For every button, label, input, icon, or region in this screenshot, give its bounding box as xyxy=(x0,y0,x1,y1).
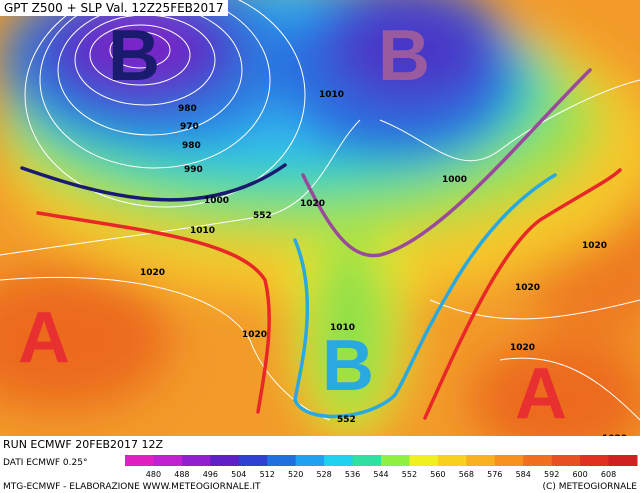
colorbar-swatch xyxy=(580,455,610,466)
colorbar-swatch xyxy=(437,455,467,466)
colorbar-swatch xyxy=(352,455,382,466)
trough-lines xyxy=(20,68,622,420)
isobar-label: 1010 xyxy=(330,323,355,333)
colorbar-label: 568 xyxy=(459,470,474,479)
run-label: RUN ECMWF 20FEB2017 12Z xyxy=(3,438,164,451)
colorbar-swatch xyxy=(409,455,439,466)
colorbar-swatch xyxy=(523,455,553,466)
colorbar-label: 512 xyxy=(260,470,275,479)
colorbar-label: 592 xyxy=(544,470,559,479)
colorbar-swatch xyxy=(181,455,211,466)
colorbar-label: 528 xyxy=(316,470,331,479)
isobar-label: 980 xyxy=(178,104,197,114)
isobar-label: 1020 xyxy=(510,343,535,353)
isobar-label: 1020 xyxy=(300,199,325,209)
colorbar-label: 584 xyxy=(516,470,531,479)
pressure-system: B xyxy=(108,16,160,96)
colorbar-label: 536 xyxy=(345,470,360,479)
colorbar-label: 480 xyxy=(146,470,161,479)
colorbar-swatch xyxy=(381,455,410,466)
isobar-label: 1020 xyxy=(242,330,267,340)
colorbar: 480 488 496 504 512 520 528 536 544 552 560 568 576 5… xyxy=(125,455,638,479)
colorbar-label: 576 xyxy=(487,470,502,479)
map-area: B B B A A 980 970 980 990 1000 1010 1010… xyxy=(0,0,640,444)
colorbar-swatch xyxy=(238,455,268,466)
copyright: (C) METEOGIORNALE xyxy=(543,482,638,492)
colorbar-swatch xyxy=(324,455,354,466)
colorbar-swatch xyxy=(466,455,496,466)
colorbar-swatch xyxy=(608,455,638,466)
colorbar-label: 496 xyxy=(203,470,218,479)
colorbar-label: 520 xyxy=(288,470,303,479)
colorbar-swatch xyxy=(210,455,240,466)
map-title: GPT Z500 + SLP Val. 12Z25FEB2017 xyxy=(4,1,223,15)
isobar-label: 970 xyxy=(180,122,199,132)
isobar-label: 1000 xyxy=(442,175,467,185)
colorbar-swatch xyxy=(494,455,524,466)
height-label: 552 xyxy=(253,211,272,221)
colorbar-swatch xyxy=(295,455,325,466)
isobar-label: 1020 xyxy=(602,434,627,444)
credits: MTG-ECMWF - ELABORAZIONE WWW.METEOGIORNA… xyxy=(3,482,261,492)
colorbar-swatch xyxy=(125,455,154,466)
isobar-label: 1010 xyxy=(190,226,215,236)
isobar-label: 1020 xyxy=(582,241,607,251)
pressure-system: A xyxy=(18,298,70,378)
colorbar-label: 608 xyxy=(601,470,616,479)
isobar-label: 980 xyxy=(182,141,201,151)
colorbar-swatch xyxy=(153,455,183,466)
pressure-system: B xyxy=(378,16,430,96)
colorbar-label: 544 xyxy=(373,470,388,479)
colorbar-label: 488 xyxy=(174,470,189,479)
colorbar-swatch xyxy=(267,455,297,466)
pressure-system: A xyxy=(515,354,567,434)
height-label: 552 xyxy=(337,415,356,425)
colorbar-label: 560 xyxy=(430,470,445,479)
data-label: DATI ECMWF 0.25° xyxy=(3,458,87,468)
isobars xyxy=(0,0,640,421)
colorbar-label: 504 xyxy=(231,470,246,479)
isobar-label: 1000 xyxy=(204,196,229,206)
isobar-label: 1020 xyxy=(515,283,540,293)
colorbar-label: 600 xyxy=(572,470,587,479)
title-box xyxy=(0,0,228,16)
colorbar-swatch xyxy=(551,455,581,466)
isobar-label: 990 xyxy=(184,165,203,175)
isobar-label: 1020 xyxy=(140,268,165,278)
pressure-system: B xyxy=(322,326,374,406)
colorbar-label: 552 xyxy=(402,470,417,479)
isobar-label: 1010 xyxy=(319,90,344,100)
